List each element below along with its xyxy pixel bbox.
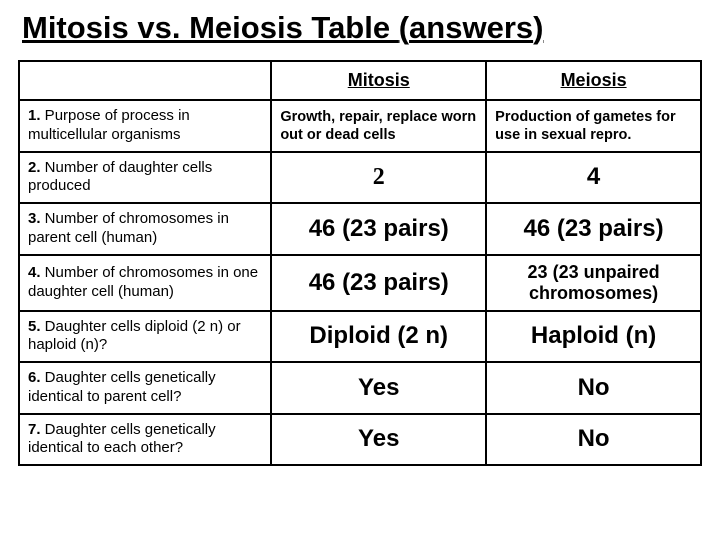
meiosis-cell: Production of gametes for use in sexual … — [486, 100, 701, 152]
title-paren-open: ( — [399, 10, 409, 45]
meiosis-cell: No — [486, 414, 701, 466]
table-row: 3. Number of chromosomes in parent cell … — [19, 203, 701, 255]
meiosis-cell: 46 (23 pairs) — [486, 203, 701, 255]
title-answers: answers — [409, 10, 533, 45]
page-title: Mitosis vs. Meiosis Table (answers) — [22, 10, 702, 46]
mitosis-cell: 2 — [271, 152, 486, 204]
row-label: 1. Purpose of process in multicellular o… — [19, 100, 271, 152]
row-label: 7. Daughter cells genetically identical … — [19, 414, 271, 466]
meiosis-cell: 4 — [486, 152, 701, 204]
table-row: 7. Daughter cells genetically identical … — [19, 414, 701, 466]
meiosis-cell: Haploid (n) — [486, 311, 701, 363]
table-row: 1. Purpose of process in multicellular o… — [19, 100, 701, 152]
comparison-table: Mitosis Meiosis 1. Purpose of process in… — [18, 60, 702, 466]
title-paren-close: ) — [533, 10, 543, 45]
header-blank-cell — [19, 61, 271, 100]
table-header-row: Mitosis Meiosis — [19, 61, 701, 100]
table-row: 6. Daughter cells genetically identical … — [19, 362, 701, 414]
mitosis-cell: 46 (23 pairs) — [271, 255, 486, 311]
table-row: 4. Number of chromosomes in one daughter… — [19, 255, 701, 311]
mitosis-cell: Growth, repair, replace worn out or dead… — [271, 100, 486, 152]
row-label: 3. Number of chromosomes in parent cell … — [19, 203, 271, 255]
mitosis-cell: Diploid (2 n) — [271, 311, 486, 363]
table-row: 5. Daughter cells diploid (2 n) or haplo… — [19, 311, 701, 363]
mitosis-cell: 46 (23 pairs) — [271, 203, 486, 255]
header-mitosis: Mitosis — [271, 61, 486, 100]
mitosis-cell: Yes — [271, 362, 486, 414]
mitosis-cell: Yes — [271, 414, 486, 466]
title-main: Mitosis vs. Meiosis Table — [22, 10, 399, 45]
table-row: 2. Number of daughter cells produced24 — [19, 152, 701, 204]
row-label: 4. Number of chromosomes in one daughter… — [19, 255, 271, 311]
header-meiosis: Meiosis — [486, 61, 701, 100]
row-label: 6. Daughter cells genetically identical … — [19, 362, 271, 414]
row-label: 2. Number of daughter cells produced — [19, 152, 271, 204]
row-label: 5. Daughter cells diploid (2 n) or haplo… — [19, 311, 271, 363]
meiosis-cell: 23 (23 unpaired chromosomes) — [486, 255, 701, 311]
meiosis-cell: No — [486, 362, 701, 414]
